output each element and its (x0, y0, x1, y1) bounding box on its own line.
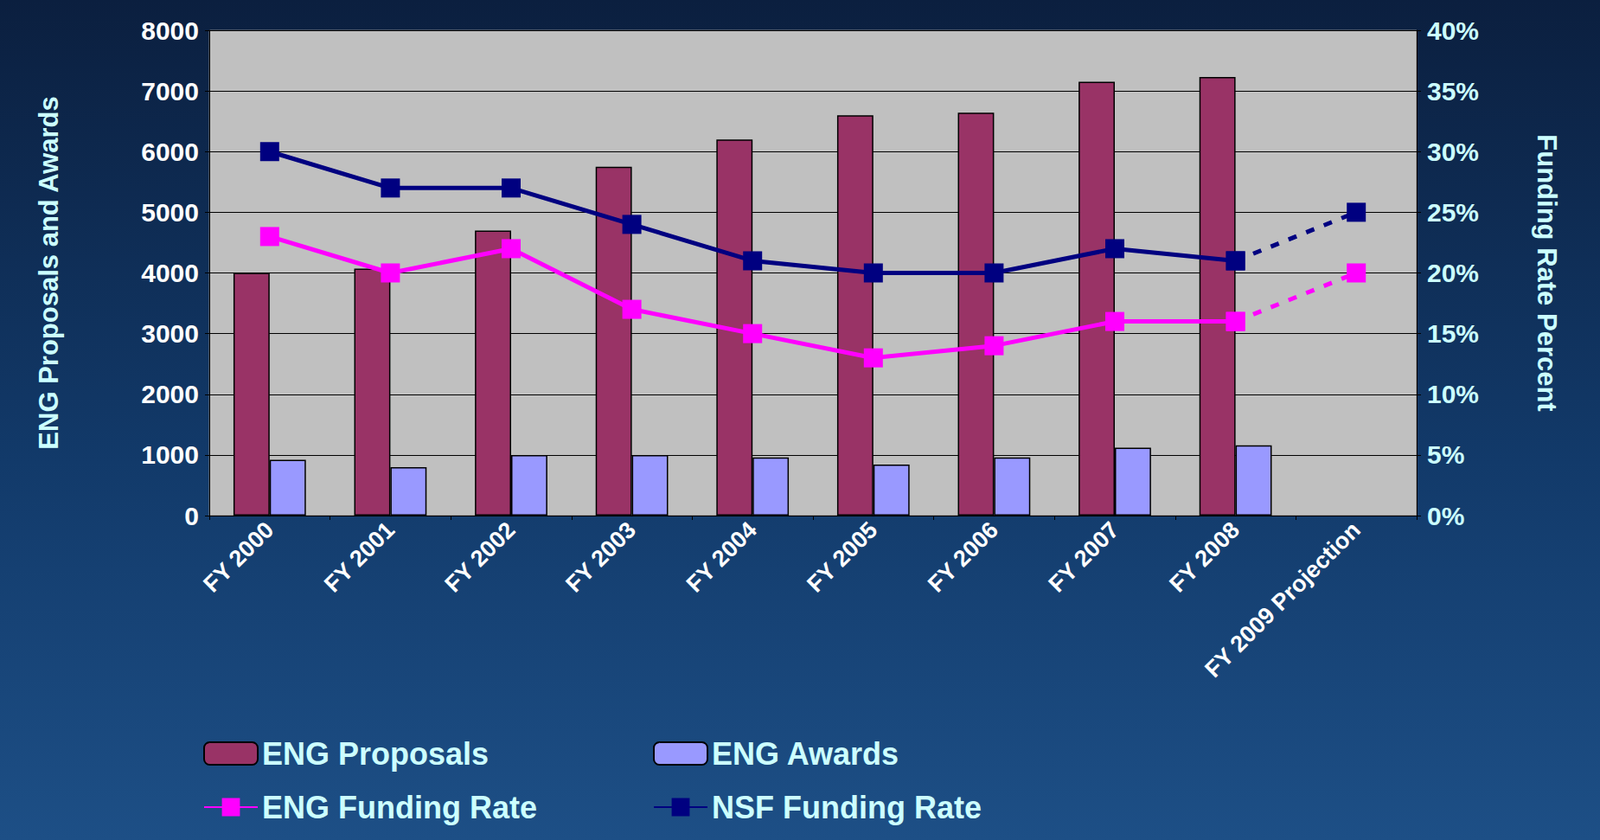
svg-text:35%: 35% (1427, 76, 1479, 106)
svg-text:10%: 10% (1427, 379, 1479, 409)
svg-text:7000: 7000 (140, 76, 199, 106)
svg-text:15%: 15% (1427, 319, 1479, 348)
svg-text:ENG Funding Rate: ENG Funding Rate (262, 789, 538, 826)
svg-text:8000: 8000 (140, 16, 199, 45)
svg-text:FY 2000: FY 2000 (198, 516, 279, 597)
svg-text:20%: 20% (1427, 258, 1479, 288)
svg-text:5%: 5% (1427, 440, 1465, 469)
svg-text:25%: 25% (1427, 198, 1479, 227)
svg-text:FY 2005: FY 2005 (801, 516, 883, 597)
svg-text:0%: 0% (1427, 501, 1465, 531)
svg-text:ENG Proposals and Awards: ENG Proposals and Awards (33, 96, 64, 449)
svg-text:4000: 4000 (140, 258, 199, 288)
svg-text:1000: 1000 (140, 440, 199, 469)
svg-text:FY 2003: FY 2003 (560, 516, 641, 597)
svg-text:0: 0 (184, 501, 199, 531)
svg-text:FY 2007: FY 2007 (1043, 516, 1125, 597)
svg-text:FY 2004: FY 2004 (681, 516, 762, 597)
svg-text:ENG Proposals: ENG Proposals (262, 736, 489, 772)
svg-text:FY 2009 Projection: FY 2009 Projection (1199, 516, 1366, 683)
svg-text:3000: 3000 (140, 319, 199, 348)
svg-text:30%: 30% (1427, 137, 1479, 167)
svg-text:FY 2002: FY 2002 (440, 516, 521, 597)
svg-text:Funding Rate Percent: Funding Rate Percent (1531, 134, 1562, 411)
svg-text:6000: 6000 (140, 137, 199, 167)
svg-text:5000: 5000 (140, 198, 199, 227)
svg-text:2000: 2000 (140, 379, 199, 409)
svg-text:FY 2001: FY 2001 (319, 516, 400, 597)
svg-text:FY 2008: FY 2008 (1164, 516, 1245, 597)
svg-text:NSF Funding Rate: NSF Funding Rate (711, 789, 982, 826)
svg-text:FY 2006: FY 2006 (922, 516, 1004, 597)
svg-text:ENG Awards: ENG Awards (711, 736, 899, 772)
svg-text:40%: 40% (1427, 16, 1479, 45)
